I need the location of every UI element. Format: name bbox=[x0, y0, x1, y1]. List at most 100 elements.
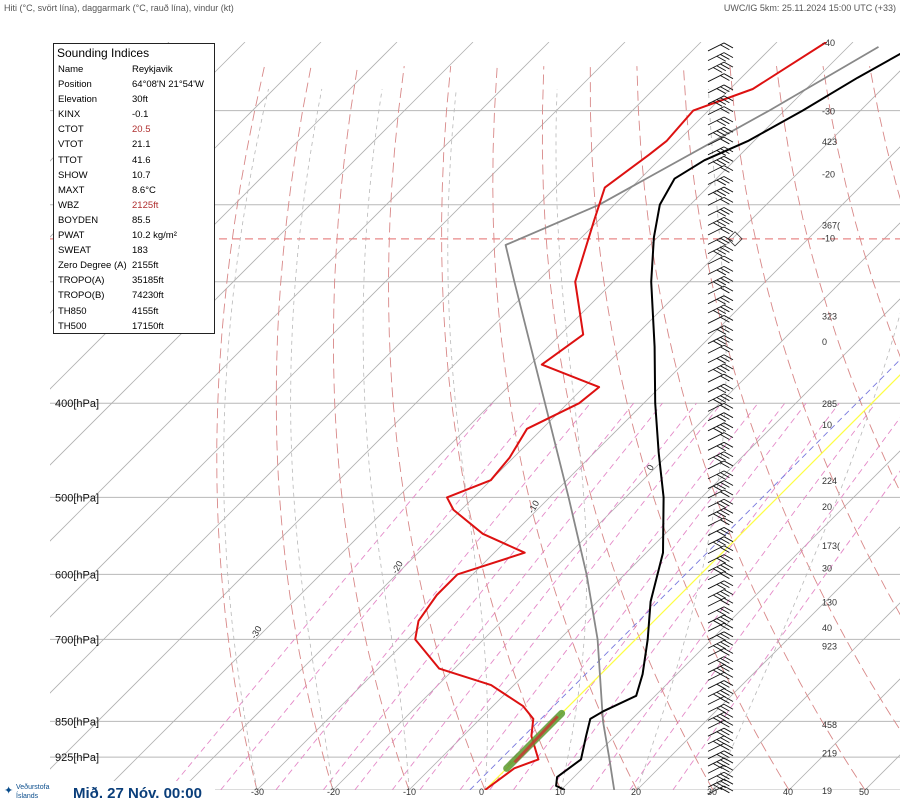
isotherm-line bbox=[560, 450, 900, 790]
barb-staff bbox=[707, 451, 725, 461]
wind-barb bbox=[707, 460, 734, 470]
barb-flag bbox=[723, 373, 734, 380]
barb-flag bbox=[720, 75, 730, 81]
barb-flag bbox=[720, 658, 730, 664]
barb-flag bbox=[716, 643, 727, 650]
barb-flag bbox=[716, 539, 727, 546]
barb-flag bbox=[716, 557, 727, 564]
barb-flag bbox=[720, 414, 730, 420]
barb-flag bbox=[723, 571, 734, 578]
isotherm-line bbox=[50, 42, 702, 694]
isotherm-label: -10 bbox=[526, 499, 541, 515]
wind-barb bbox=[707, 680, 734, 690]
index-name: Zero Degree (A) bbox=[58, 260, 127, 272]
logo-icon: ✦ bbox=[4, 785, 14, 797]
barb-flag bbox=[712, 222, 723, 229]
barb-flag bbox=[720, 564, 730, 571]
wind-barb bbox=[707, 73, 734, 83]
indices-row: VTOT 21.1 bbox=[54, 137, 214, 152]
barb-flag bbox=[720, 481, 730, 488]
barb-staff bbox=[707, 197, 725, 206]
barb-flag bbox=[712, 594, 723, 601]
barb-flag bbox=[720, 167, 730, 173]
barb-flag bbox=[723, 245, 734, 252]
barb-flag bbox=[712, 132, 723, 138]
barb-flag bbox=[723, 664, 734, 670]
index-value: 30ft bbox=[132, 94, 148, 106]
barb-staff bbox=[707, 106, 725, 116]
moist-adiabat-line bbox=[636, 88, 727, 790]
barb-flag bbox=[720, 404, 730, 411]
dry-adiabat-line bbox=[776, 66, 900, 493]
barb-flag bbox=[720, 713, 730, 720]
wind-barb bbox=[707, 545, 734, 555]
barb-staff bbox=[707, 412, 725, 422]
index-value: 10.2 kg/m² bbox=[132, 230, 177, 242]
mixing-ratio-line bbox=[589, 402, 876, 790]
barb-staff bbox=[707, 403, 725, 412]
barb-flag bbox=[716, 415, 727, 422]
barb-flag bbox=[720, 780, 730, 787]
barb-flag bbox=[723, 507, 734, 514]
barb-flag bbox=[712, 67, 723, 73]
barb-flag bbox=[720, 327, 730, 333]
barb-staff bbox=[707, 42, 725, 52]
barb-staff bbox=[707, 325, 725, 335]
index-name: Elevation bbox=[58, 94, 98, 106]
barb-flag bbox=[720, 63, 730, 70]
barb-flag bbox=[716, 618, 727, 625]
barb-staff bbox=[707, 597, 725, 607]
barb-flag bbox=[723, 285, 734, 292]
barb-flag bbox=[716, 530, 727, 537]
index-name: TROPO(B) bbox=[58, 290, 105, 302]
right-axis-label: 923 bbox=[822, 641, 837, 651]
barb-staff bbox=[707, 335, 725, 344]
wind-barb bbox=[707, 656, 734, 666]
moist-adiabat-line bbox=[290, 88, 334, 790]
barb-flag bbox=[716, 150, 727, 156]
wind-barb bbox=[707, 186, 734, 198]
barb-flag bbox=[720, 547, 730, 553]
barb-flag bbox=[712, 161, 723, 168]
barb-staff bbox=[707, 373, 725, 383]
wind-barb bbox=[707, 344, 734, 354]
barb-flag bbox=[716, 566, 727, 573]
barb-flag bbox=[716, 635, 727, 641]
barb-flag bbox=[720, 705, 730, 712]
barb-flag bbox=[723, 315, 734, 321]
index-name: TTOT bbox=[58, 154, 83, 166]
barb-flag bbox=[723, 176, 734, 182]
barb-flag bbox=[723, 155, 734, 162]
barb-staff bbox=[707, 498, 725, 508]
barb-staff bbox=[707, 536, 725, 546]
dewpoint-curve bbox=[414, 42, 827, 790]
barb-flag bbox=[720, 697, 730, 704]
barb-flag bbox=[723, 785, 734, 792]
wind-barb bbox=[707, 42, 734, 52]
barb-flag bbox=[723, 719, 734, 726]
mixing-ratio-line bbox=[168, 402, 493, 790]
pressure-label: 700[hPa] bbox=[55, 634, 99, 646]
barb-flag bbox=[723, 680, 734, 686]
wind-barb bbox=[707, 778, 734, 790]
barb-flag bbox=[712, 369, 723, 375]
barb-staff bbox=[707, 275, 725, 285]
barb-staff bbox=[707, 470, 725, 480]
barb-staff bbox=[707, 383, 725, 393]
wind-barb bbox=[707, 226, 734, 236]
wind-barb bbox=[707, 393, 734, 405]
isotherm-line bbox=[712, 602, 900, 790]
barb-staff bbox=[707, 785, 725, 795]
barb-flag bbox=[716, 357, 727, 364]
dry-adiabat-line bbox=[682, 66, 900, 731]
barb-staff bbox=[707, 226, 725, 236]
index-name: SHOW bbox=[58, 169, 88, 181]
index-name: Name bbox=[58, 64, 84, 75]
barb-flag bbox=[723, 562, 734, 569]
wind-barb bbox=[707, 597, 734, 607]
right-axis-label: -10 bbox=[822, 233, 835, 243]
barb-flag bbox=[723, 412, 734, 419]
barb-flag bbox=[723, 750, 734, 757]
bottom-tick-label: 10 bbox=[555, 787, 565, 797]
